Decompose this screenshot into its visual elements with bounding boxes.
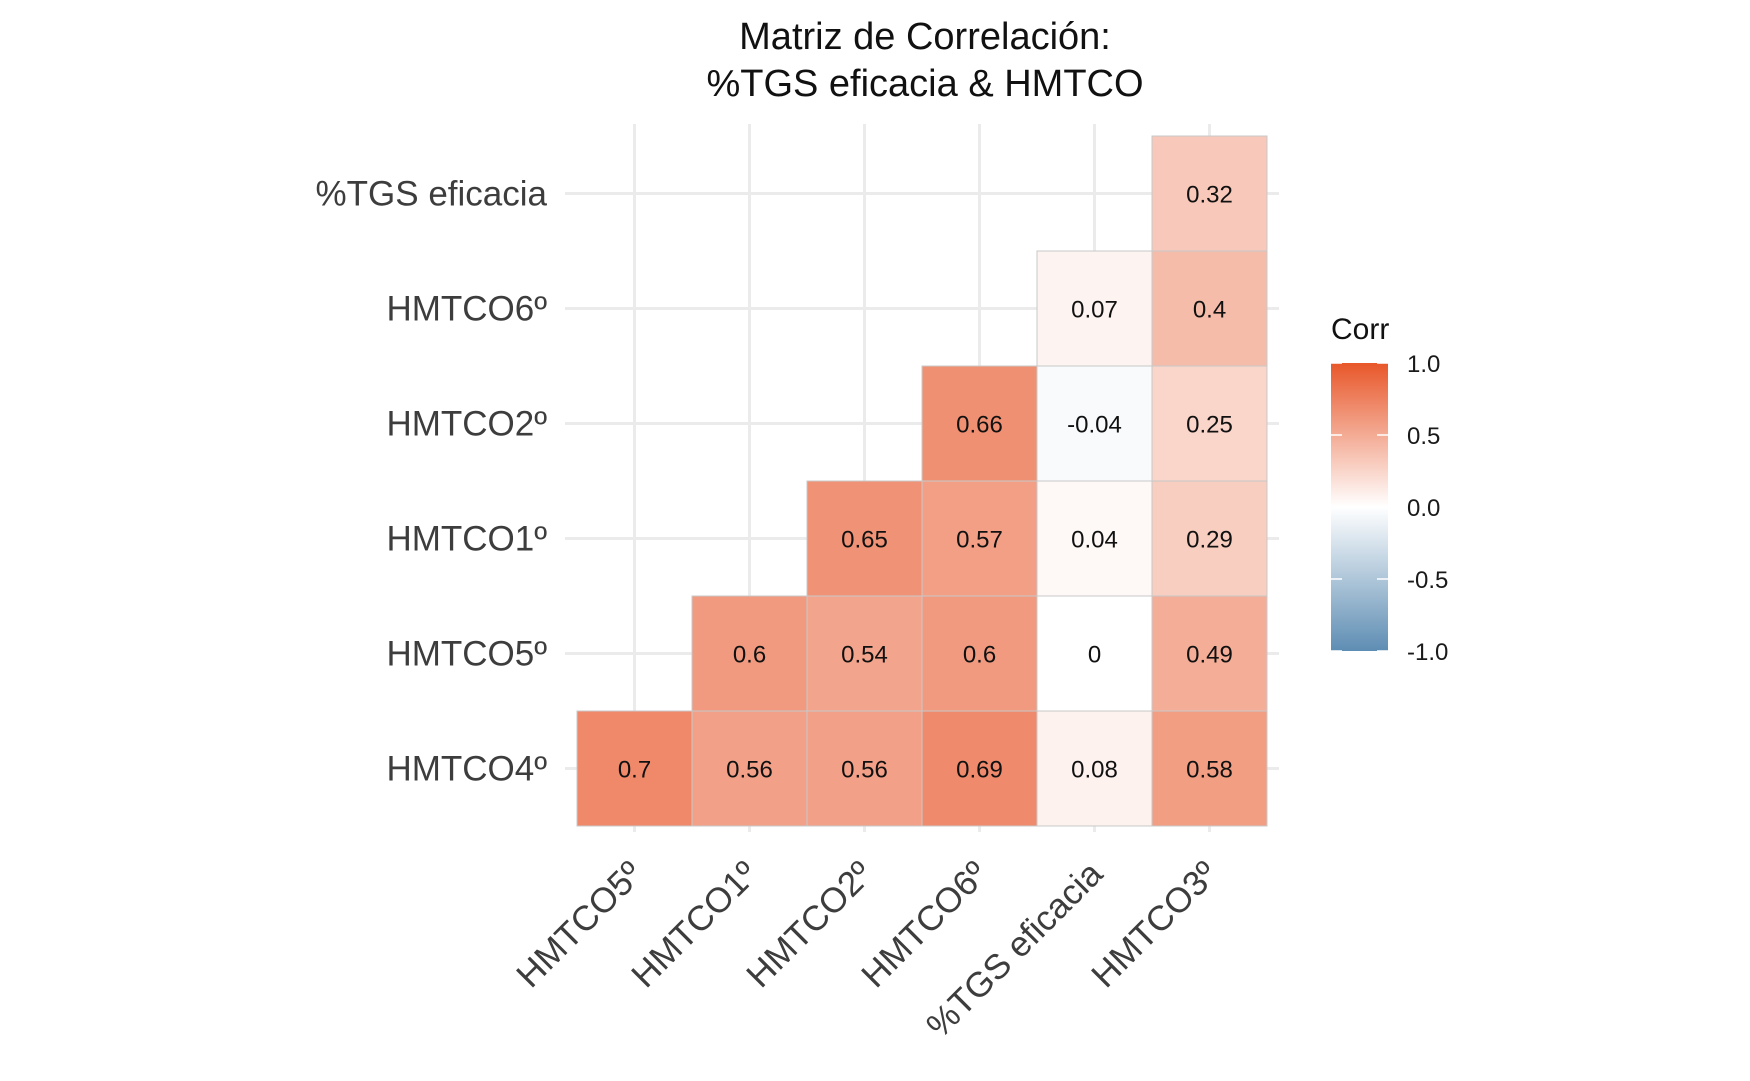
cell-value-label: 0.29	[1186, 527, 1233, 554]
cell-value-label: 0.57	[956, 527, 1003, 554]
heatmap-cells	[576, 135, 1268, 827]
heatmap-cell-pct-tgs-eficacia-hmtco5	[1036, 595, 1153, 712]
heatmap-cell-pct-tgs-eficacia-hmtco4	[1036, 710, 1153, 827]
cell-value-label: 0.32	[1186, 182, 1233, 209]
y-axis-labels: HMTCO4º HMTCO5º HMTCO1º HMTCO2º HMTCO6º %TGS …	[316, 175, 548, 789]
heatmap-cell-hmtco3-hmtco4	[1151, 710, 1268, 827]
cell-value-label: 0	[1088, 642, 1101, 669]
y-tick-label-pct-tgs-eficacia: %TGS eficacia	[316, 175, 548, 214]
cell-value-label: 0.56	[841, 757, 888, 784]
cell-value-label: 0.07	[1071, 297, 1118, 324]
legend-ticks: 1.0 0.5 0.0 -0.5 -1.0	[1331, 351, 1448, 666]
legend-tick-label: 0.0	[1407, 495, 1440, 522]
heatmap-cell-hmtco3-hmtco2	[1151, 365, 1268, 482]
cell-value-label: -0.04	[1067, 412, 1122, 439]
cell-value-label: 0.58	[1186, 757, 1233, 784]
heatmap-cell-hmtco1-hmtco5	[691, 595, 808, 712]
heatmap-cell-pct-tgs-eficacia-hmtco1	[1036, 480, 1153, 597]
cell-value-label: 0.49	[1186, 642, 1233, 669]
legend-tick-label: -0.5	[1407, 567, 1448, 594]
heatmap-cell-hmtco1-hmtco4	[691, 710, 808, 827]
heatmap-cell-hmtco5-hmtco4	[576, 710, 693, 827]
y-tick-label-hmtco2: HMTCO2º	[386, 405, 547, 444]
chart-title-line-1: Matriz de Correlación:	[739, 16, 1111, 58]
legend-tick-label: 0.5	[1407, 423, 1440, 450]
cell-value-label: 0.7	[618, 757, 651, 784]
chart-title: Matriz de Correlación: %TGS eficacia & H…	[706, 16, 1143, 105]
cell-value-label: 0.66	[956, 412, 1003, 439]
color-legend: Corr 1.0 0.5 0.0 -0.5 -1.0	[1331, 313, 1448, 666]
heatmap-cell-hmtco2-hmtco1	[806, 480, 923, 597]
cell-value-label: 0.56	[726, 757, 773, 784]
cell-value-label: 0.4	[1193, 297, 1226, 324]
cell-value-label: 0.6	[733, 642, 766, 669]
cell-value-label: 0.69	[956, 757, 1003, 784]
heatmap-cell-hmtco3-pct-tgs-eficacia	[1151, 135, 1268, 252]
heatmap-cell-labels: 0.7 0.56 0.56 0.69 0.08 0.58 0.6 0.54 0.6 0 0.49 0.…	[618, 182, 1233, 784]
y-tick-label-hmtco1: HMTCO1º	[386, 520, 547, 559]
legend-tick-label: 1.0	[1407, 351, 1440, 378]
heatmap-cell-hmtco6-hmtco1	[921, 480, 1038, 597]
cell-value-label: 0.04	[1071, 527, 1118, 554]
heatmap-cell-pct-tgs-eficacia-hmtco6	[1036, 250, 1153, 367]
heatmap-cell-hmtco3-hmtco5	[1151, 595, 1268, 712]
cell-value-label: 0.08	[1071, 757, 1118, 784]
legend-tick-label: -1.0	[1407, 639, 1448, 666]
x-tick-label-hmtco3: HMTCO3º	[1084, 854, 1225, 995]
heatmap-cell-hmtco6-hmtco2	[921, 365, 1038, 482]
heatmap-cell-hmtco3-hmtco6	[1151, 250, 1268, 367]
cell-value-label: 0.6	[963, 642, 996, 669]
legend-title: Corr	[1331, 313, 1389, 346]
y-tick-label-hmtco5: HMTCO5º	[386, 635, 547, 674]
cell-value-label: 0.25	[1186, 412, 1233, 439]
heatmap-cell-hmtco3-hmtco1	[1151, 480, 1268, 597]
y-tick-label-hmtco4: HMTCO4º	[386, 750, 547, 789]
heatmap-cell-pct-tgs-eficacia-hmtco2	[1036, 365, 1153, 482]
heatmap-cell-hmtco2-hmtco5	[806, 595, 923, 712]
cell-value-label: 0.54	[841, 642, 888, 669]
chart-title-line-2: %TGS eficacia & HMTCO	[706, 63, 1143, 105]
y-tick-label-hmtco6: HMTCO6º	[386, 290, 547, 329]
cell-value-label: 0.65	[841, 527, 888, 554]
